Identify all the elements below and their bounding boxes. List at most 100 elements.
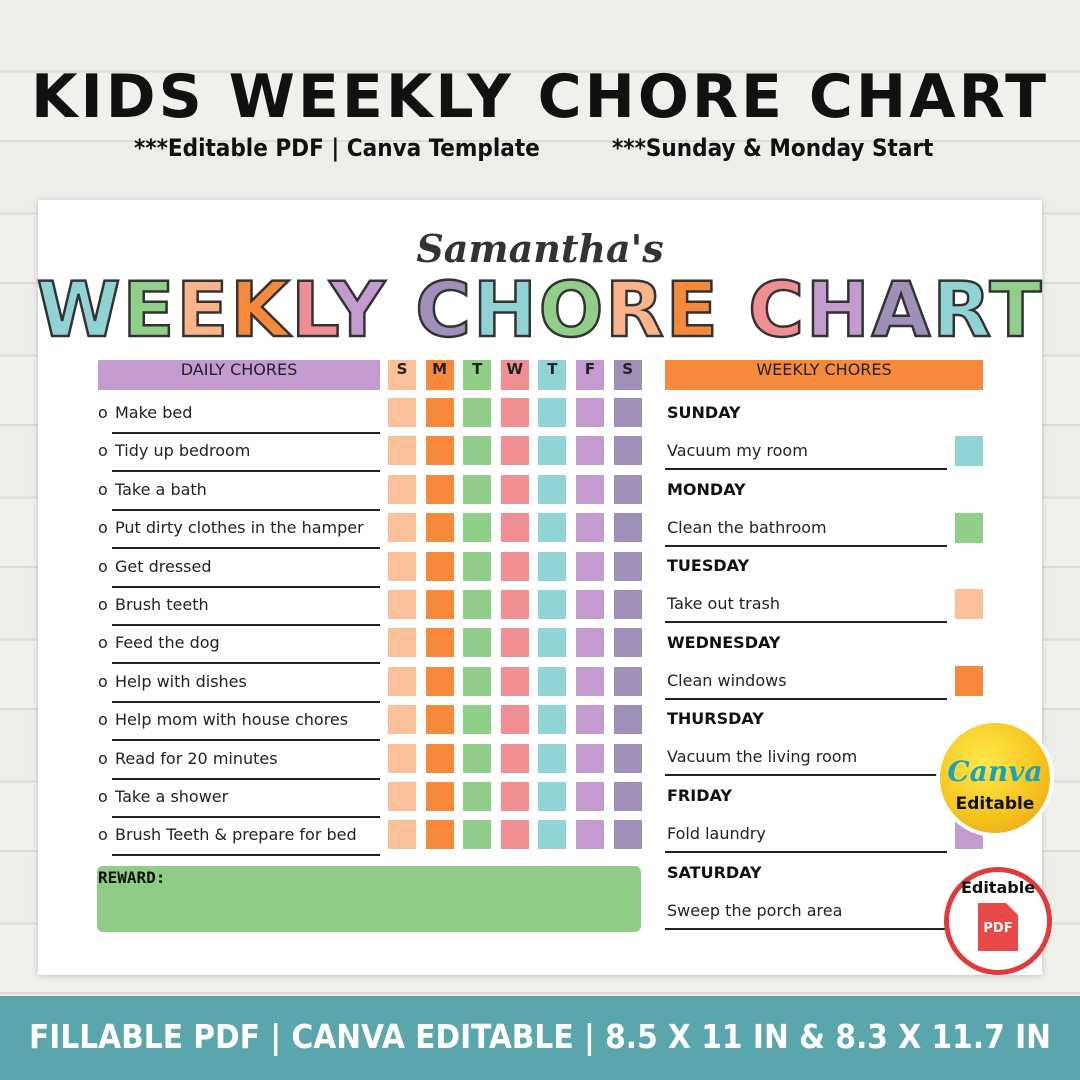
check-box[interactable] [425, 743, 454, 773]
check-box[interactable] [500, 398, 529, 427]
pdf-icon-text: PDF [983, 921, 1013, 936]
chore-line [112, 547, 380, 550]
check-box[interactable] [538, 743, 567, 773]
check-box[interactable] [576, 705, 604, 735]
check-box[interactable] [955, 589, 983, 620]
check-box[interactable] [613, 628, 642, 658]
check-box[interactable] [538, 474, 567, 504]
check-box[interactable] [500, 628, 529, 658]
check-box[interactable] [576, 590, 604, 619]
check-box[interactable] [463, 398, 492, 427]
check-box[interactable] [463, 590, 492, 619]
check-box[interactable] [388, 628, 416, 658]
check-box[interactable] [538, 705, 567, 735]
check-box[interactable] [425, 551, 454, 581]
check-box[interactable] [576, 551, 604, 581]
check-box[interactable] [425, 628, 454, 658]
check-box[interactable] [613, 513, 642, 543]
check-box[interactable] [500, 436, 529, 466]
check-box[interactable] [500, 743, 529, 773]
check-box[interactable] [388, 666, 416, 696]
check-box[interactable] [425, 590, 454, 619]
check-box[interactable] [463, 474, 492, 504]
check-box[interactable] [500, 666, 529, 696]
check-box[interactable] [388, 820, 416, 850]
check-box[interactable] [576, 436, 604, 466]
check-box[interactable] [463, 820, 492, 850]
check-box[interactable] [500, 590, 529, 619]
check-box[interactable] [613, 436, 642, 466]
check-box[interactable] [576, 474, 604, 504]
check-box[interactable] [425, 666, 454, 696]
day-header: W [500, 360, 529, 390]
check-box[interactable] [955, 436, 983, 466]
check-box[interactable] [538, 551, 567, 581]
check-box[interactable] [388, 551, 416, 581]
check-box[interactable] [576, 628, 604, 658]
check-box[interactable] [538, 666, 567, 696]
chore-line [112, 739, 380, 742]
check-box[interactable] [463, 436, 492, 466]
check-box[interactable] [500, 820, 529, 850]
check-box[interactable] [388, 705, 416, 735]
check-box[interactable] [425, 782, 454, 811]
check-box[interactable] [576, 782, 604, 811]
check-box[interactable] [388, 474, 416, 504]
check-box[interactable] [500, 474, 529, 504]
check-box[interactable] [500, 782, 529, 811]
check-box[interactable] [538, 513, 567, 543]
check-box[interactable] [955, 512, 983, 543]
check-box[interactable] [538, 590, 567, 619]
check-box[interactable] [613, 474, 642, 504]
check-box[interactable] [463, 551, 492, 581]
check-box[interactable] [613, 782, 642, 811]
check-box[interactable] [388, 590, 416, 619]
check-box[interactable] [425, 513, 454, 543]
check-box[interactable] [613, 743, 642, 773]
check-box[interactable] [576, 398, 604, 427]
check-box[interactable] [463, 628, 492, 658]
check-box[interactable] [576, 513, 604, 543]
check-box[interactable] [425, 474, 454, 504]
bullet: o [98, 441, 108, 461]
check-box[interactable] [463, 705, 492, 735]
check-box[interactable] [388, 398, 416, 427]
check-box[interactable] [955, 665, 983, 696]
check-box[interactable] [538, 436, 567, 466]
check-box[interactable] [388, 436, 416, 466]
day-header: S [388, 360, 416, 390]
check-box[interactable] [500, 513, 529, 543]
check-box[interactable] [538, 398, 567, 427]
check-box[interactable] [463, 743, 492, 773]
check-box[interactable] [576, 820, 604, 850]
check-box[interactable] [538, 628, 567, 658]
check-box[interactable] [425, 398, 454, 427]
weekly-line [665, 621, 947, 624]
check-box[interactable] [425, 436, 454, 466]
check-box[interactable] [613, 551, 642, 581]
check-box[interactable] [613, 666, 642, 696]
check-box[interactable] [500, 551, 529, 581]
check-box[interactable] [463, 666, 492, 696]
weekly-line [665, 927, 947, 930]
reward-box[interactable] [97, 866, 641, 932]
check-box[interactable] [463, 513, 492, 543]
check-box[interactable] [500, 705, 529, 735]
check-box[interactable] [538, 820, 567, 850]
pdf-label: Editable [960, 878, 1036, 897]
check-box[interactable] [388, 513, 416, 543]
check-box[interactable] [613, 820, 642, 850]
check-box[interactable] [613, 398, 642, 427]
check-box[interactable] [388, 743, 416, 773]
weekly-day: TUESDAY [667, 556, 750, 576]
check-box[interactable] [425, 820, 454, 850]
check-box[interactable] [463, 782, 492, 811]
check-box[interactable] [388, 782, 416, 811]
check-box[interactable] [613, 705, 642, 735]
check-box[interactable] [576, 743, 604, 773]
daily-chore: Read for 20 minutes [115, 748, 278, 768]
check-box[interactable] [576, 666, 604, 696]
check-box[interactable] [613, 590, 642, 619]
check-box[interactable] [425, 705, 454, 735]
check-box[interactable] [538, 782, 567, 811]
